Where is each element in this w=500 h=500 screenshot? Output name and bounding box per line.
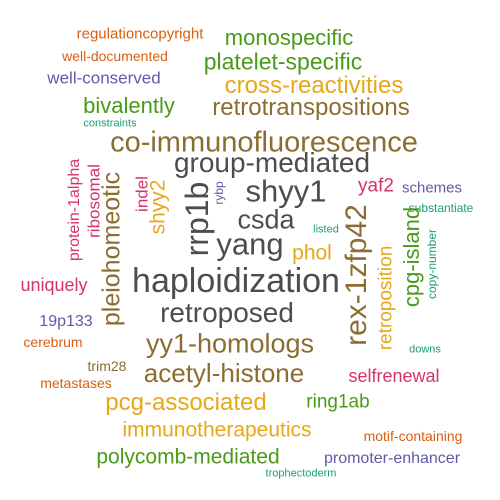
word-shyy2: shyy2	[146, 179, 170, 235]
word-haploidization: haploidization	[132, 262, 340, 300]
word-retrotranspositions: retrotranspositions	[212, 94, 410, 121]
word-protein-1alpha: protein-1alpha	[66, 158, 83, 262]
word-cpg-island: cpg-island	[399, 206, 424, 308]
word-shyy1: shyy1	[245, 173, 327, 209]
word-metastases: metastases	[40, 375, 112, 391]
word-retroposition: retroposition	[375, 245, 397, 351]
word-regulationcopyright: regulationcopyright	[76, 25, 204, 43]
word-well-conserved: well-conserved	[47, 68, 161, 88]
word-ring1ab: ring1ab	[306, 391, 370, 413]
word-schemes: schemes	[401, 179, 463, 197]
word-substantiate: substantiate	[408, 201, 474, 215]
word-retroposed: retroposed	[160, 297, 294, 328]
word-acetyl-histone: acetyl-histone	[143, 358, 305, 388]
word-csda: csda	[237, 204, 295, 235]
word-trophectoderm: trophectoderm	[265, 467, 337, 480]
word-listed: listed	[313, 223, 339, 236]
word-trim28: trim28	[87, 358, 127, 374]
word-yang: yang	[216, 226, 284, 262]
word-platelet-specific: platelet-specific	[203, 48, 363, 75]
word-rybp: rybp	[212, 181, 226, 205]
word-pleiohomeotic: pleiohomeotic	[97, 171, 126, 327]
word-monospecific: monospecific	[224, 25, 354, 50]
word-19p133: 19p133	[39, 313, 93, 330]
word-well-documented: well-documented	[62, 48, 168, 64]
word-polycomb-mediated: polycomb-mediated	[96, 445, 280, 469]
word-phol: phol	[292, 241, 332, 265]
word-group-mediated: group-mediated	[173, 147, 371, 178]
word-immunotherapeutics: immunotherapeutics	[122, 418, 312, 442]
word-cerebrum: cerebrum	[23, 334, 83, 350]
word-pcg-associated: pcg-associated	[105, 389, 267, 416]
word-uniquely: uniquely	[20, 275, 88, 295]
word-bivalently: bivalently	[83, 93, 175, 118]
word-motif-containing: motif-containing	[363, 428, 463, 444]
word-selfrenewal: selfrenewal	[348, 366, 440, 386]
word-constraints: constraints	[83, 117, 137, 130]
word-co-immunofluorescence: co-immunofluorescence	[110, 126, 418, 159]
word-downs: downs	[409, 343, 441, 356]
word-copy-number: copy-number	[425, 228, 439, 300]
word-rrp1b: rrp1b	[179, 181, 215, 257]
word-promoter-enhancer: promoter-enhancer	[323, 450, 461, 467]
word-yaf2: yaf2	[358, 175, 394, 197]
word-yy1-homologs: yy1-homologs	[145, 328, 315, 359]
word-rex-1zfp42: rex-1zfp42	[340, 204, 373, 346]
word-cross-reactivities: cross-reactivities	[224, 72, 404, 99]
